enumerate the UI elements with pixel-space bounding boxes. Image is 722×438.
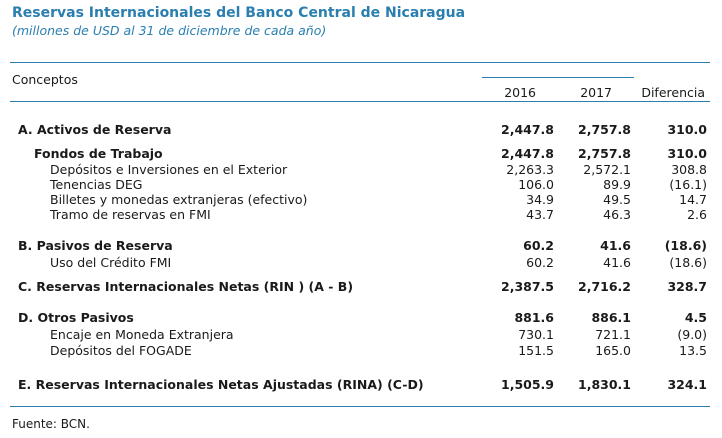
value-difference: 328.7 (667, 279, 707, 294)
table-row: Billetes y monedas extranjeras (efectivo… (0, 191, 722, 208)
row-label: A. Activos de Reserva (18, 122, 172, 137)
row-label: E. Reservas Internacionales Netas Ajusta… (18, 377, 424, 392)
value-difference: (9.0) (677, 327, 707, 342)
row-label: Depósitos del FOGADE (50, 343, 192, 358)
table-title: Reservas Internacionales del Banco Centr… (12, 5, 466, 21)
value-2017: 89.9 (603, 177, 631, 192)
top-rule (10, 62, 710, 63)
row-label: Billetes y monedas extranjeras (efectivo… (50, 192, 308, 207)
value-2016: 881.6 (514, 310, 554, 325)
header-rule (10, 101, 710, 102)
value-2016: 2,263.3 (506, 162, 554, 177)
value-difference: (16.1) (669, 177, 707, 192)
value-2017: 2,716.2 (578, 279, 631, 294)
table-row: A. Activos de Reserva 2,447.8 2,757.8 31… (0, 121, 722, 138)
header-2016: 2016 (504, 85, 536, 100)
row-label: D. Otros Pasivos (18, 310, 134, 325)
value-difference: 4.5 (684, 310, 707, 325)
bottom-rule (10, 406, 710, 407)
value-2016: 151.5 (518, 343, 554, 358)
value-2017: 165.0 (595, 343, 631, 358)
value-2017: 2,757.8 (578, 122, 631, 137)
value-difference: 308.8 (671, 162, 707, 177)
value-2016: 60.2 (526, 255, 554, 270)
table-row: Encaje en Moneda Extranjera 730.1 721.1 … (0, 326, 722, 343)
value-2017: 41.6 (600, 238, 631, 253)
value-2017: 2,757.8 (578, 146, 631, 161)
header-concepts: Conceptos (12, 72, 78, 87)
table-row: Fondos de Trabajo 2,447.8 2,757.8 310.0 (0, 145, 722, 162)
value-2017: 49.5 (603, 192, 631, 207)
header-2017: 2017 (580, 85, 612, 100)
value-2017: 721.1 (595, 327, 631, 342)
row-label: Tenencias DEG (50, 177, 143, 192)
value-2016: 43.7 (526, 207, 554, 222)
table-row: B. Pasivos de Reserva 60.2 41.6 (18.6) (0, 237, 722, 254)
value-2016: 2,447.8 (501, 122, 554, 137)
value-2017: 41.6 (603, 255, 631, 270)
value-difference: 310.0 (667, 122, 707, 137)
value-difference: 324.1 (667, 377, 707, 392)
row-label: Fondos de Trabajo (34, 146, 163, 161)
value-2016: 2,387.5 (501, 279, 554, 294)
row-label: Tramo de reservas en FMI (50, 207, 211, 222)
row-label: Uso del Crédito FMI (50, 255, 172, 270)
value-2016: 1,505.9 (501, 377, 554, 392)
header-difference: Diferencia (641, 85, 705, 100)
value-difference: 310.0 (667, 146, 707, 161)
row-label: B. Pasivos de Reserva (18, 238, 173, 253)
row-label: Depósitos e Inversiones en el Exterior (50, 162, 288, 177)
row-label: Encaje en Moneda Extranjera (50, 327, 234, 342)
value-difference: (18.6) (669, 255, 707, 270)
value-difference: 13.5 (679, 343, 707, 358)
value-2016: 106.0 (518, 177, 554, 192)
value-2017: 2,572.1 (583, 162, 631, 177)
table-row: Uso del Crédito FMI 60.2 41.6 (18.6) (0, 254, 722, 271)
value-2016: 730.1 (518, 327, 554, 342)
value-2017: 46.3 (603, 207, 631, 222)
years-rule (482, 77, 634, 78)
table-row: E. Reservas Internacionales Netas Ajusta… (0, 376, 722, 393)
value-2016: 2,447.8 (501, 146, 554, 161)
table-row: Tramo de reservas en FMI 43.7 46.3 2.6 (0, 206, 722, 223)
value-2016: 60.2 (523, 238, 554, 253)
value-difference: 2.6 (687, 207, 707, 222)
source-note: Fuente: BCN. (12, 417, 90, 431)
table-row: D. Otros Pasivos 881.6 886.1 4.5 (0, 309, 722, 326)
table-row: Depósitos del FOGADE 151.5 165.0 13.5 (0, 342, 722, 359)
value-2017: 1,830.1 (578, 377, 631, 392)
value-difference: (18.6) (664, 238, 707, 253)
row-label: C. Reservas Internacionales Netas (RIN )… (18, 279, 354, 294)
table-row: C. Reservas Internacionales Netas (RIN )… (0, 278, 722, 295)
table-row: Tenencias DEG 106.0 89.9 (16.1) (0, 176, 722, 193)
table-row: Depósitos e Inversiones en el Exterior 2… (0, 161, 722, 178)
table-subtitle: (millones de USD al 31 de diciembre de c… (12, 23, 327, 38)
value-2016: 34.9 (526, 192, 554, 207)
value-difference: 14.7 (679, 192, 707, 207)
value-2017: 886.1 (591, 310, 631, 325)
